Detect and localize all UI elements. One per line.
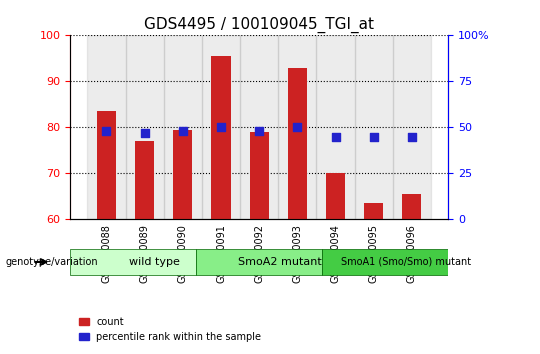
Bar xyxy=(212,56,231,219)
Bar xyxy=(135,141,154,219)
Bar xyxy=(87,35,126,219)
Text: genotype/variation: genotype/variation xyxy=(5,257,98,267)
Point xyxy=(140,130,149,136)
Text: SmoA2 mutant: SmoA2 mutant xyxy=(238,257,322,267)
Title: GDS4495 / 100109045_TGI_at: GDS4495 / 100109045_TGI_at xyxy=(144,16,374,33)
Text: wild type: wild type xyxy=(129,257,180,267)
Point xyxy=(255,128,264,134)
Bar xyxy=(355,35,393,219)
Point xyxy=(179,128,187,134)
Bar xyxy=(249,132,269,219)
Legend: count, percentile rank within the sample: count, percentile rank within the sample xyxy=(75,313,265,346)
Bar xyxy=(364,203,383,219)
Point xyxy=(369,134,378,139)
Bar xyxy=(288,68,307,219)
Point xyxy=(293,125,302,130)
Bar xyxy=(126,35,164,219)
Point xyxy=(102,128,111,134)
Bar xyxy=(326,173,345,219)
Bar xyxy=(173,130,192,219)
FancyBboxPatch shape xyxy=(196,249,322,275)
Bar xyxy=(240,35,278,219)
FancyBboxPatch shape xyxy=(70,249,196,275)
Bar xyxy=(393,35,431,219)
Point xyxy=(331,134,340,139)
Bar xyxy=(97,111,116,219)
Bar xyxy=(402,194,422,219)
Bar xyxy=(278,35,316,219)
Text: SmoA1 (Smo/Smo) mutant: SmoA1 (Smo/Smo) mutant xyxy=(341,257,471,267)
Point xyxy=(217,125,225,130)
FancyBboxPatch shape xyxy=(322,249,448,275)
Bar xyxy=(164,35,202,219)
Point xyxy=(408,134,416,139)
Bar xyxy=(202,35,240,219)
Bar xyxy=(316,35,355,219)
